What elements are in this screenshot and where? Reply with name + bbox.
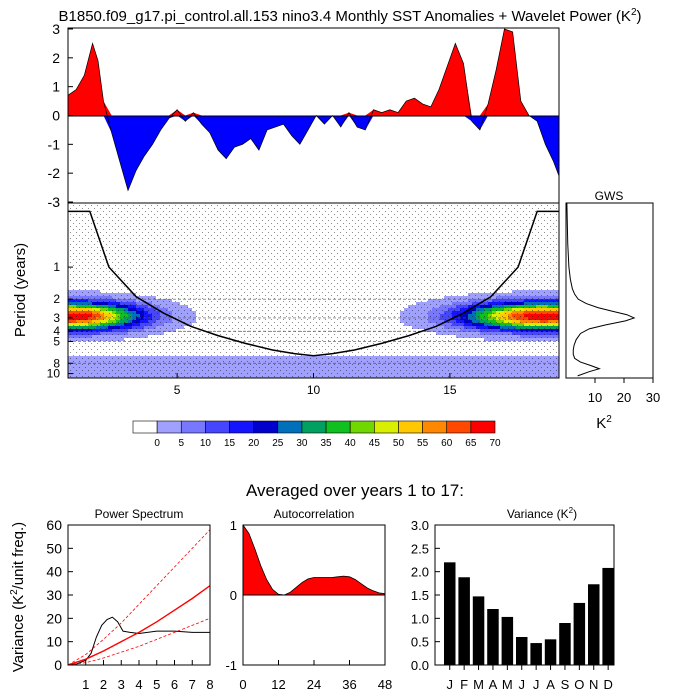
anomaly-panel: -3 -2 -1 0 1 2 3 (48, 21, 559, 210)
figure-title-end: ) (637, 8, 642, 25)
anomaly-series (68, 28, 559, 192)
anomaly-ytick-label: -1 (48, 136, 61, 152)
anomaly-ytick-label: -3 (48, 194, 61, 210)
anomaly-ytick-label: 2 (52, 50, 60, 66)
figure-title: B1850.f09_g17.pi_control.all.153 nino3.4… (59, 7, 642, 25)
anomaly-ytick-label: 3 (52, 21, 60, 37)
anomaly-positive-area (68, 29, 559, 116)
anomaly-negative-area (68, 115, 559, 191)
anomaly-ytick-label: 1 (52, 79, 60, 95)
anomaly-ytick-label: 0 (52, 108, 60, 124)
anomaly-outline (68, 28, 559, 192)
figure-title-main: B1850.f09_g17.pi_control.all.153 nino3.4… (59, 8, 631, 25)
anomaly-y-axis: -3 -2 -1 0 1 2 3 (48, 21, 73, 210)
anomaly-ytick-label: -2 (48, 165, 61, 181)
figure-title-sup: 2 (631, 7, 637, 18)
